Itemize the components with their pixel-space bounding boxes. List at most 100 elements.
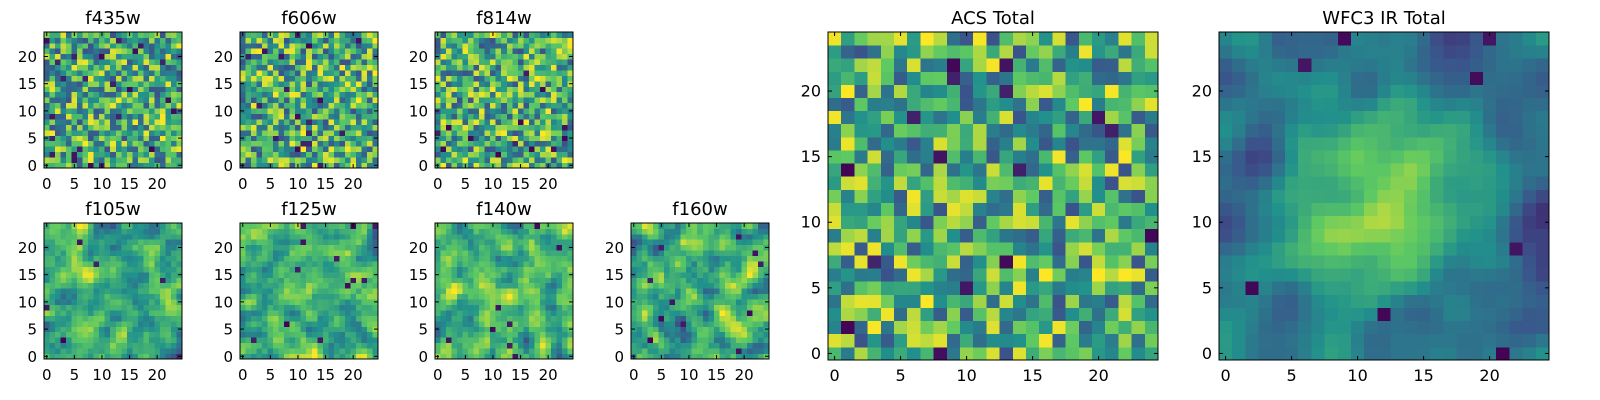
heatmap-cell: [104, 32, 111, 38]
heatmap-cell: [724, 337, 731, 344]
heatmap-cell: [735, 326, 742, 333]
heatmap-cell: [350, 255, 357, 262]
heatmap-cell: [289, 353, 296, 360]
heatmap-cell: [267, 97, 274, 104]
heatmap-cell: [669, 331, 676, 338]
heatmap-cell: [664, 320, 671, 327]
heatmap-cell: [680, 282, 687, 289]
heatmap-cell: [468, 91, 475, 98]
heatmap-cell: [49, 108, 56, 114]
heatmap-cell: [93, 320, 100, 327]
heatmap-cell: [702, 331, 709, 338]
heatmap-cell: [372, 140, 379, 147]
heatmap-cell: [468, 32, 475, 38]
heatmap-cell: [880, 307, 895, 322]
heatmap-cell: [539, 75, 546, 82]
heatmap-cell: [539, 261, 546, 267]
heatmap-cell: [60, 86, 67, 93]
heatmap-cell: [534, 37, 541, 44]
heatmap-cell: [468, 80, 475, 87]
heatmap-cell: [311, 124, 318, 131]
heatmap-cell: [462, 91, 469, 98]
heatmap-cell: [159, 255, 166, 262]
heatmap-cell: [126, 288, 133, 295]
heatmap-cell: [344, 53, 351, 60]
heatmap-cell: [746, 244, 753, 251]
heatmap-cell: [132, 223, 139, 229]
heatmap-cell: [278, 119, 285, 125]
heatmap-cell: [110, 266, 117, 273]
heatmap-cell: [512, 64, 519, 71]
heatmap-cell: [355, 353, 362, 360]
heatmap-cell: [446, 86, 452, 93]
heatmap-cell: [262, 146, 268, 153]
heatmap-cell: [317, 37, 324, 44]
heatmap-cell: [99, 53, 106, 60]
heatmap-cell: [110, 261, 117, 267]
heatmap-cell: [49, 266, 56, 273]
heatmap-cell: [372, 42, 379, 49]
heatmap-cell: [561, 255, 568, 262]
heatmap-cell: [435, 348, 441, 354]
heatmap-cell: [561, 80, 568, 87]
heatmap-cell: [333, 102, 340, 109]
heatmap-cell: [93, 266, 100, 273]
heatmap-cell: [49, 304, 56, 311]
heatmap-cell: [567, 223, 574, 229]
heatmap-cell: [680, 239, 687, 246]
heatmap-cell: [306, 129, 313, 136]
heatmap-cell: [82, 342, 89, 349]
heatmap-cell: [306, 239, 313, 246]
heatmap-cell: [960, 307, 974, 322]
heatmap-cell: [457, 129, 463, 136]
heatmap-cell: [501, 337, 508, 344]
heatmap-cell: [159, 146, 166, 153]
heatmap-cell: [99, 277, 106, 284]
heatmap-cell: [550, 239, 557, 246]
heatmap-cell: [284, 70, 291, 76]
heatmap-cell: [686, 326, 693, 333]
y-tick-label: 0: [27, 348, 37, 366]
heatmap-cell: [93, 91, 100, 98]
heatmap-cell: [44, 266, 50, 273]
heatmap-cell: [686, 271, 693, 278]
heatmap-cell: [115, 261, 122, 267]
heatmap-cell: [289, 162, 296, 169]
heatmap-cell: [60, 53, 67, 60]
heatmap-cell: [435, 261, 441, 267]
heatmap-cell: [49, 32, 56, 38]
heatmap-cell: [148, 310, 155, 316]
heatmap-cell: [267, 266, 274, 273]
heatmap-cell: [986, 294, 1000, 308]
heatmap-cell: [333, 75, 340, 82]
heatmap-cell: [435, 42, 441, 49]
heatmap-cell: [1065, 268, 1080, 282]
heatmap-cell: [495, 53, 502, 60]
heatmap-cell: [115, 32, 122, 38]
heatmap-cell: [77, 64, 84, 71]
heatmap-cell: [1078, 202, 1093, 217]
heatmap-cell: [278, 86, 285, 93]
heatmap-cell: [245, 266, 252, 273]
heatmap-cell: [366, 162, 373, 169]
heatmap-cell: [132, 244, 139, 251]
heatmap-cell: [713, 261, 720, 267]
heatmap-cell: [82, 282, 89, 289]
heatmap-cell: [741, 266, 748, 273]
heatmap-cell: [245, 326, 252, 333]
heatmap-cell: [361, 86, 368, 93]
heatmap-cell: [702, 293, 709, 300]
heatmap-cell: [1052, 176, 1066, 190]
heatmap-cell: [446, 129, 452, 136]
heatmap-cell: [289, 228, 296, 235]
heatmap-cell: [344, 233, 351, 240]
heatmap-cell: [1078, 228, 1093, 243]
heatmap-cell: [300, 277, 307, 284]
heatmap-cell: [148, 151, 155, 158]
heatmap-cell: [170, 315, 177, 322]
heatmap-cell: [366, 129, 373, 136]
heatmap-cell: [746, 342, 753, 349]
heatmap-cell: [256, 266, 263, 273]
heatmap-cell: [240, 233, 246, 240]
heatmap-cell: [986, 189, 1000, 203]
